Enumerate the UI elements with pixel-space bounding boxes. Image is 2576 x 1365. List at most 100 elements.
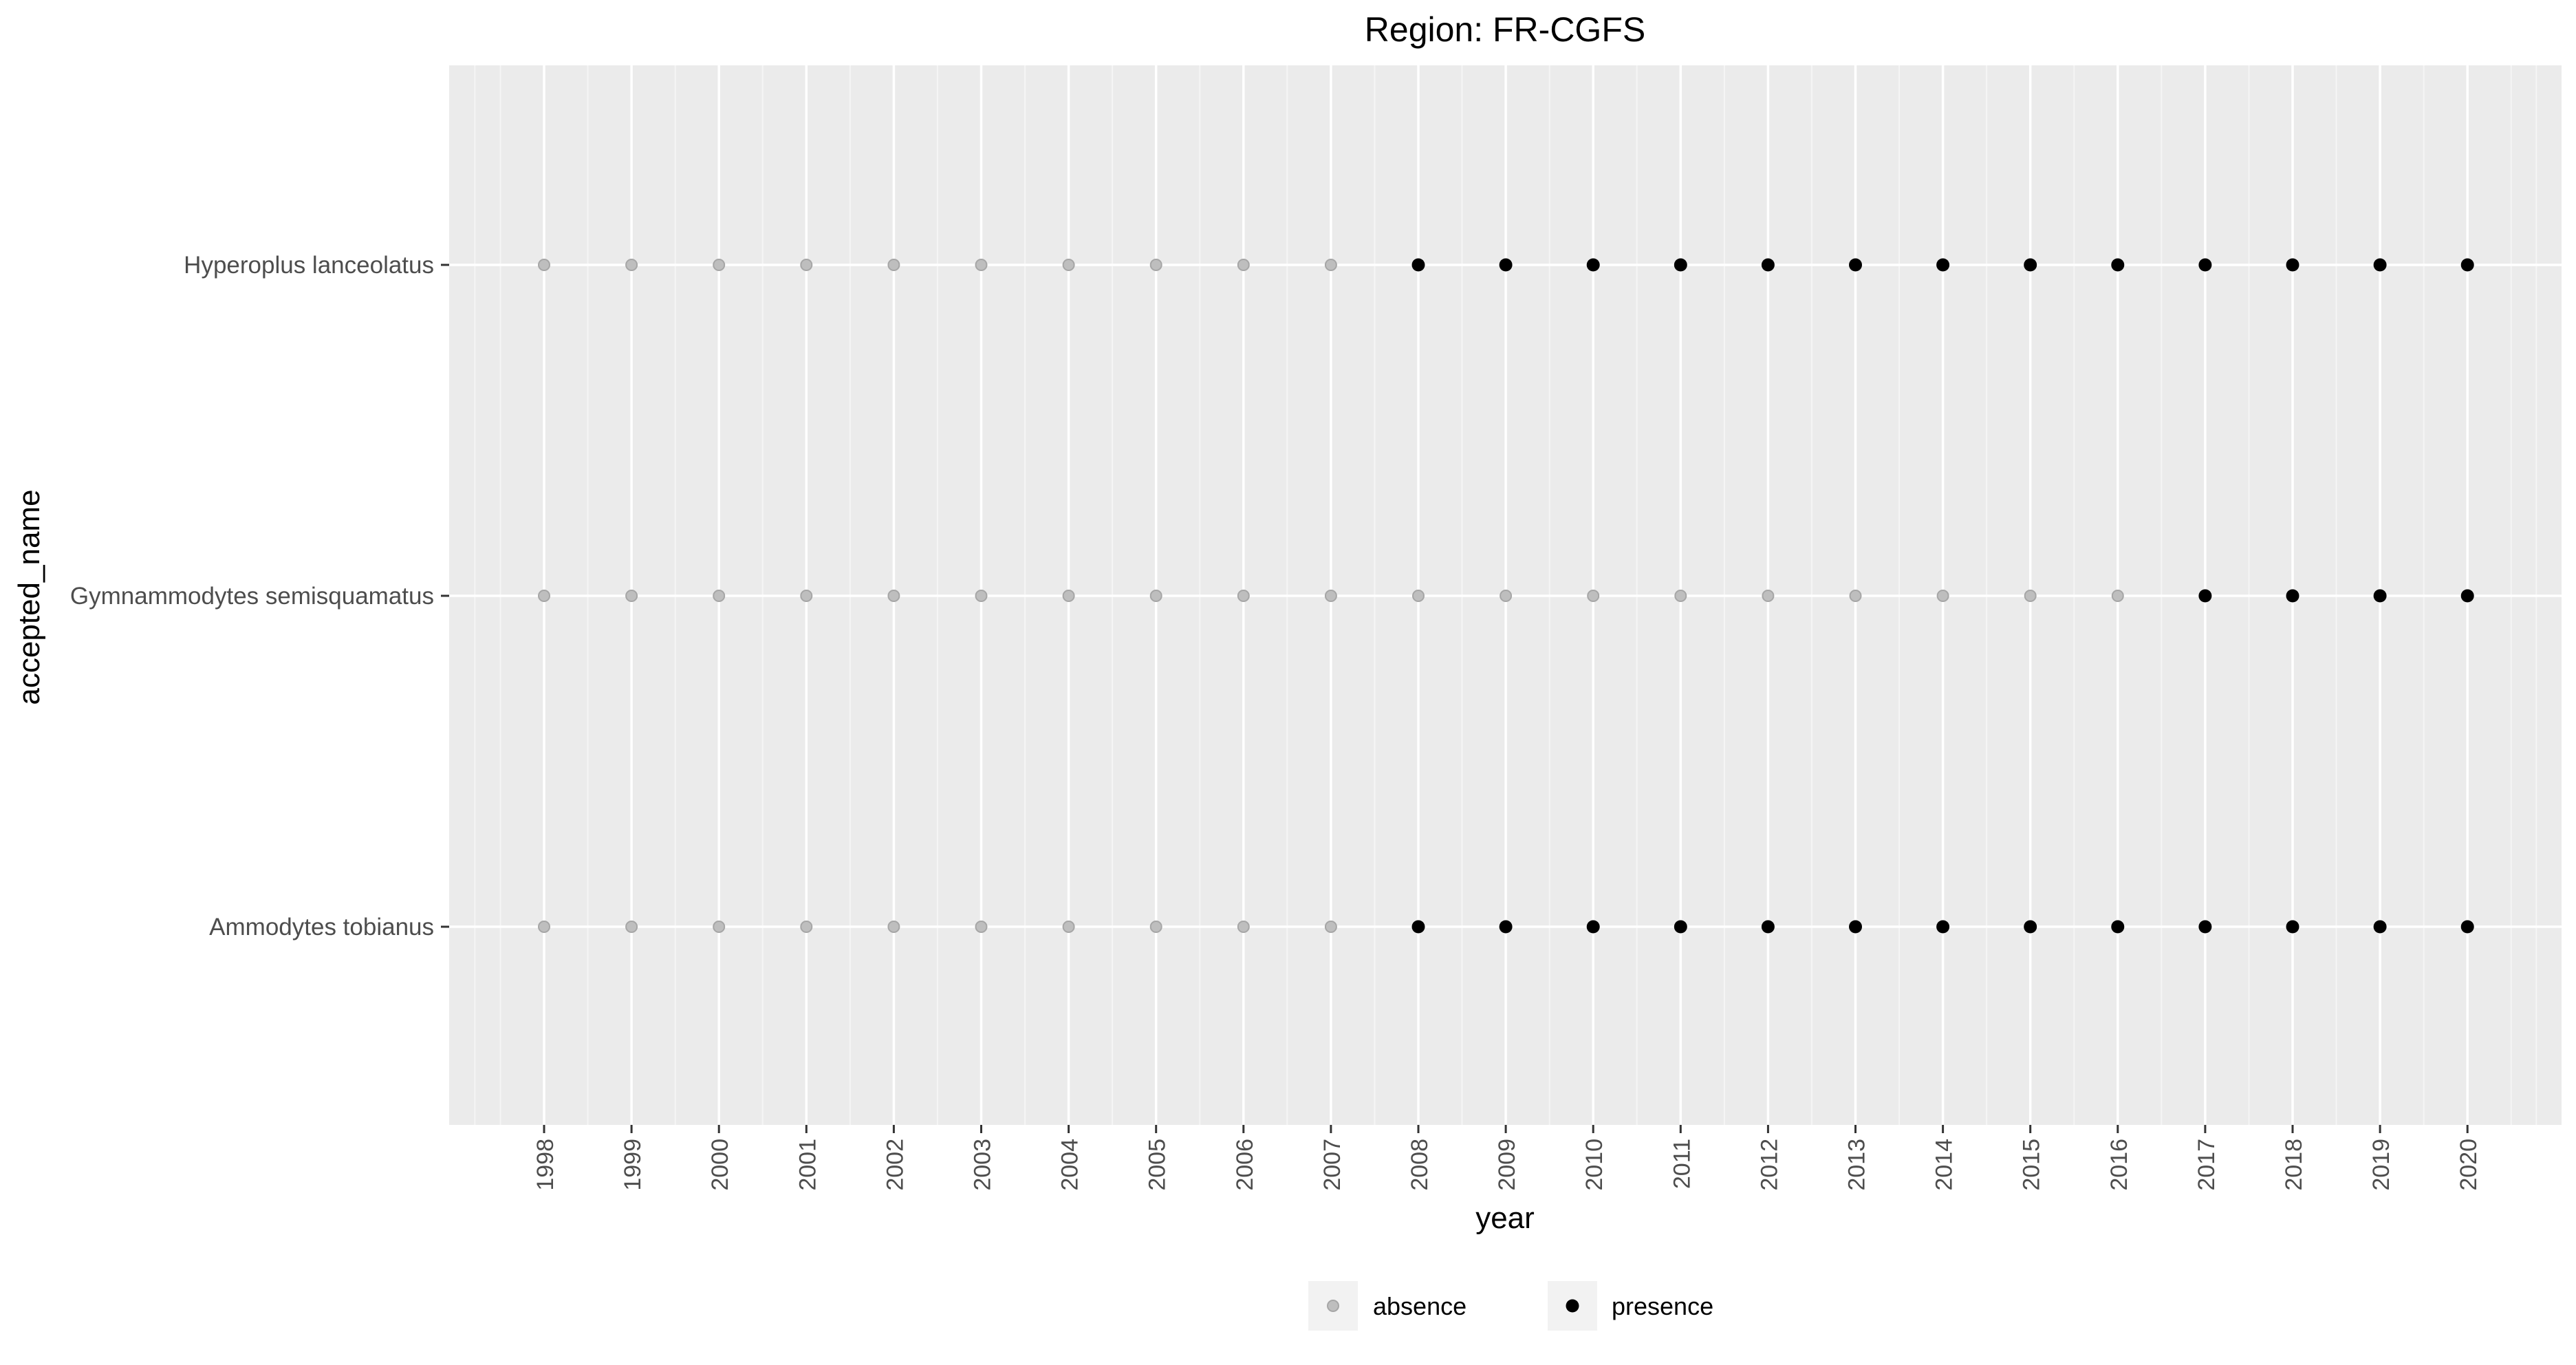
x-tick-label: 2001 xyxy=(794,1139,821,1191)
absence-point xyxy=(1674,590,1687,602)
presence-point xyxy=(2286,920,2299,934)
legend-label-presence: presence xyxy=(1612,1292,1713,1320)
presence-point xyxy=(1586,258,1600,272)
x-tick-label: 2016 xyxy=(2106,1139,2132,1191)
x-axis-title: year xyxy=(1475,1201,1535,1235)
x-tick-label: 2000 xyxy=(707,1139,733,1191)
absence-point xyxy=(1849,590,1862,602)
x-tick-label: 1999 xyxy=(620,1139,646,1191)
absence-point xyxy=(1062,921,1075,933)
x-tick-label: 2018 xyxy=(2281,1139,2307,1191)
x-tick-label: 2004 xyxy=(1057,1139,1083,1191)
x-tick-label: 2020 xyxy=(2456,1139,2482,1191)
presence-point xyxy=(2286,589,2299,603)
absence-point xyxy=(975,921,988,933)
absence-point xyxy=(800,259,813,271)
absence-point xyxy=(713,590,726,602)
absence-point xyxy=(1237,259,1250,271)
presence-point xyxy=(1499,258,1513,272)
presence-point xyxy=(1674,920,1687,934)
presence-point xyxy=(2460,258,2474,272)
presence-point xyxy=(1586,920,1600,934)
absence-point xyxy=(975,259,988,271)
absence-point xyxy=(1500,590,1513,602)
absence-point xyxy=(1412,590,1425,602)
absence-point xyxy=(1062,590,1075,602)
presence-point xyxy=(1761,258,1775,272)
presence-point xyxy=(2286,258,2299,272)
x-tick-label: 2017 xyxy=(2194,1139,2220,1191)
points-layer xyxy=(538,258,2474,934)
absence-point xyxy=(800,921,813,933)
presence-point xyxy=(2111,258,2125,272)
x-tick-label: 2010 xyxy=(1581,1139,1608,1191)
absence-point xyxy=(1324,590,1337,602)
y-tick-label: Gymnammodytes semisquamatus xyxy=(70,583,434,610)
x-tick-label: 2014 xyxy=(1931,1139,1958,1191)
absence-point xyxy=(800,590,813,602)
absence-point xyxy=(2111,590,2124,602)
presence-point xyxy=(1761,920,1775,934)
presence-point xyxy=(2111,920,2125,934)
absence-point xyxy=(1237,921,1250,933)
chart-title: Region: FR-CGFS xyxy=(1365,10,1645,49)
x-tick-label: 2007 xyxy=(1319,1139,1345,1191)
x-tick-label: 2005 xyxy=(1145,1139,1171,1191)
absence-point xyxy=(887,921,900,933)
presence-point xyxy=(2373,589,2387,603)
absence-point xyxy=(713,259,726,271)
y-tick-label: Ammodytes tobianus xyxy=(209,914,434,941)
absence-point xyxy=(713,921,726,933)
presence-point xyxy=(1674,258,1687,272)
absence-point xyxy=(538,259,550,271)
absence-point xyxy=(2024,590,2037,602)
y-axis-title: accepted_name xyxy=(12,489,46,705)
presence-point xyxy=(1936,920,1950,934)
x-tick-label: 2002 xyxy=(882,1139,908,1191)
presence-point xyxy=(1411,258,1425,272)
presence-point xyxy=(1849,920,1862,934)
absence-point xyxy=(538,921,550,933)
x-tick-label: 2019 xyxy=(2368,1139,2394,1191)
presence-point xyxy=(2024,258,2037,272)
presence-point xyxy=(2198,920,2212,934)
absence-point xyxy=(1324,921,1337,933)
absence-point xyxy=(625,590,638,602)
absence-point xyxy=(1062,259,1075,271)
ticks-layer: 1998 1999 2000 2001 2002 2003 2004 2005 2006 2007… xyxy=(70,252,2482,1191)
x-tick-label: 2003 xyxy=(970,1139,996,1191)
legend-absence-marker xyxy=(1327,1300,1339,1312)
absence-point xyxy=(1587,590,1600,602)
presence-point xyxy=(2460,589,2474,603)
x-tick-label: 2011 xyxy=(1669,1139,1695,1189)
absence-point xyxy=(887,590,900,602)
absence-point xyxy=(1149,590,1162,602)
presence-point xyxy=(2373,920,2387,934)
legend-presence-marker xyxy=(1566,1299,1579,1313)
absence-point xyxy=(1324,259,1337,271)
presence-point xyxy=(2373,258,2387,272)
absence-point xyxy=(1936,590,1949,602)
absence-point xyxy=(538,590,550,602)
presence-point xyxy=(1411,920,1425,934)
absence-point xyxy=(887,259,900,271)
x-tick-label: 2006 xyxy=(1232,1139,1258,1191)
x-tick-label: 2009 xyxy=(1494,1139,1520,1191)
absence-point xyxy=(1149,921,1162,933)
x-tick-label: 1998 xyxy=(532,1139,559,1191)
absence-point xyxy=(1149,259,1162,271)
absence-point xyxy=(975,590,988,602)
legend: absence presence xyxy=(1308,1281,1713,1331)
presence-point xyxy=(2198,589,2212,603)
presence-point xyxy=(1499,920,1513,934)
x-tick-label: 2008 xyxy=(1407,1139,1433,1191)
x-tick-label: 2013 xyxy=(1844,1139,1870,1191)
absence-point xyxy=(625,259,638,271)
absence-point xyxy=(1762,590,1775,602)
absence-point xyxy=(1237,590,1250,602)
legend-label-absence: absence xyxy=(1373,1292,1466,1320)
y-tick-label: Hyperoplus lanceolatus xyxy=(184,252,434,279)
presence-point xyxy=(1849,258,1862,272)
presence-point xyxy=(2460,920,2474,934)
